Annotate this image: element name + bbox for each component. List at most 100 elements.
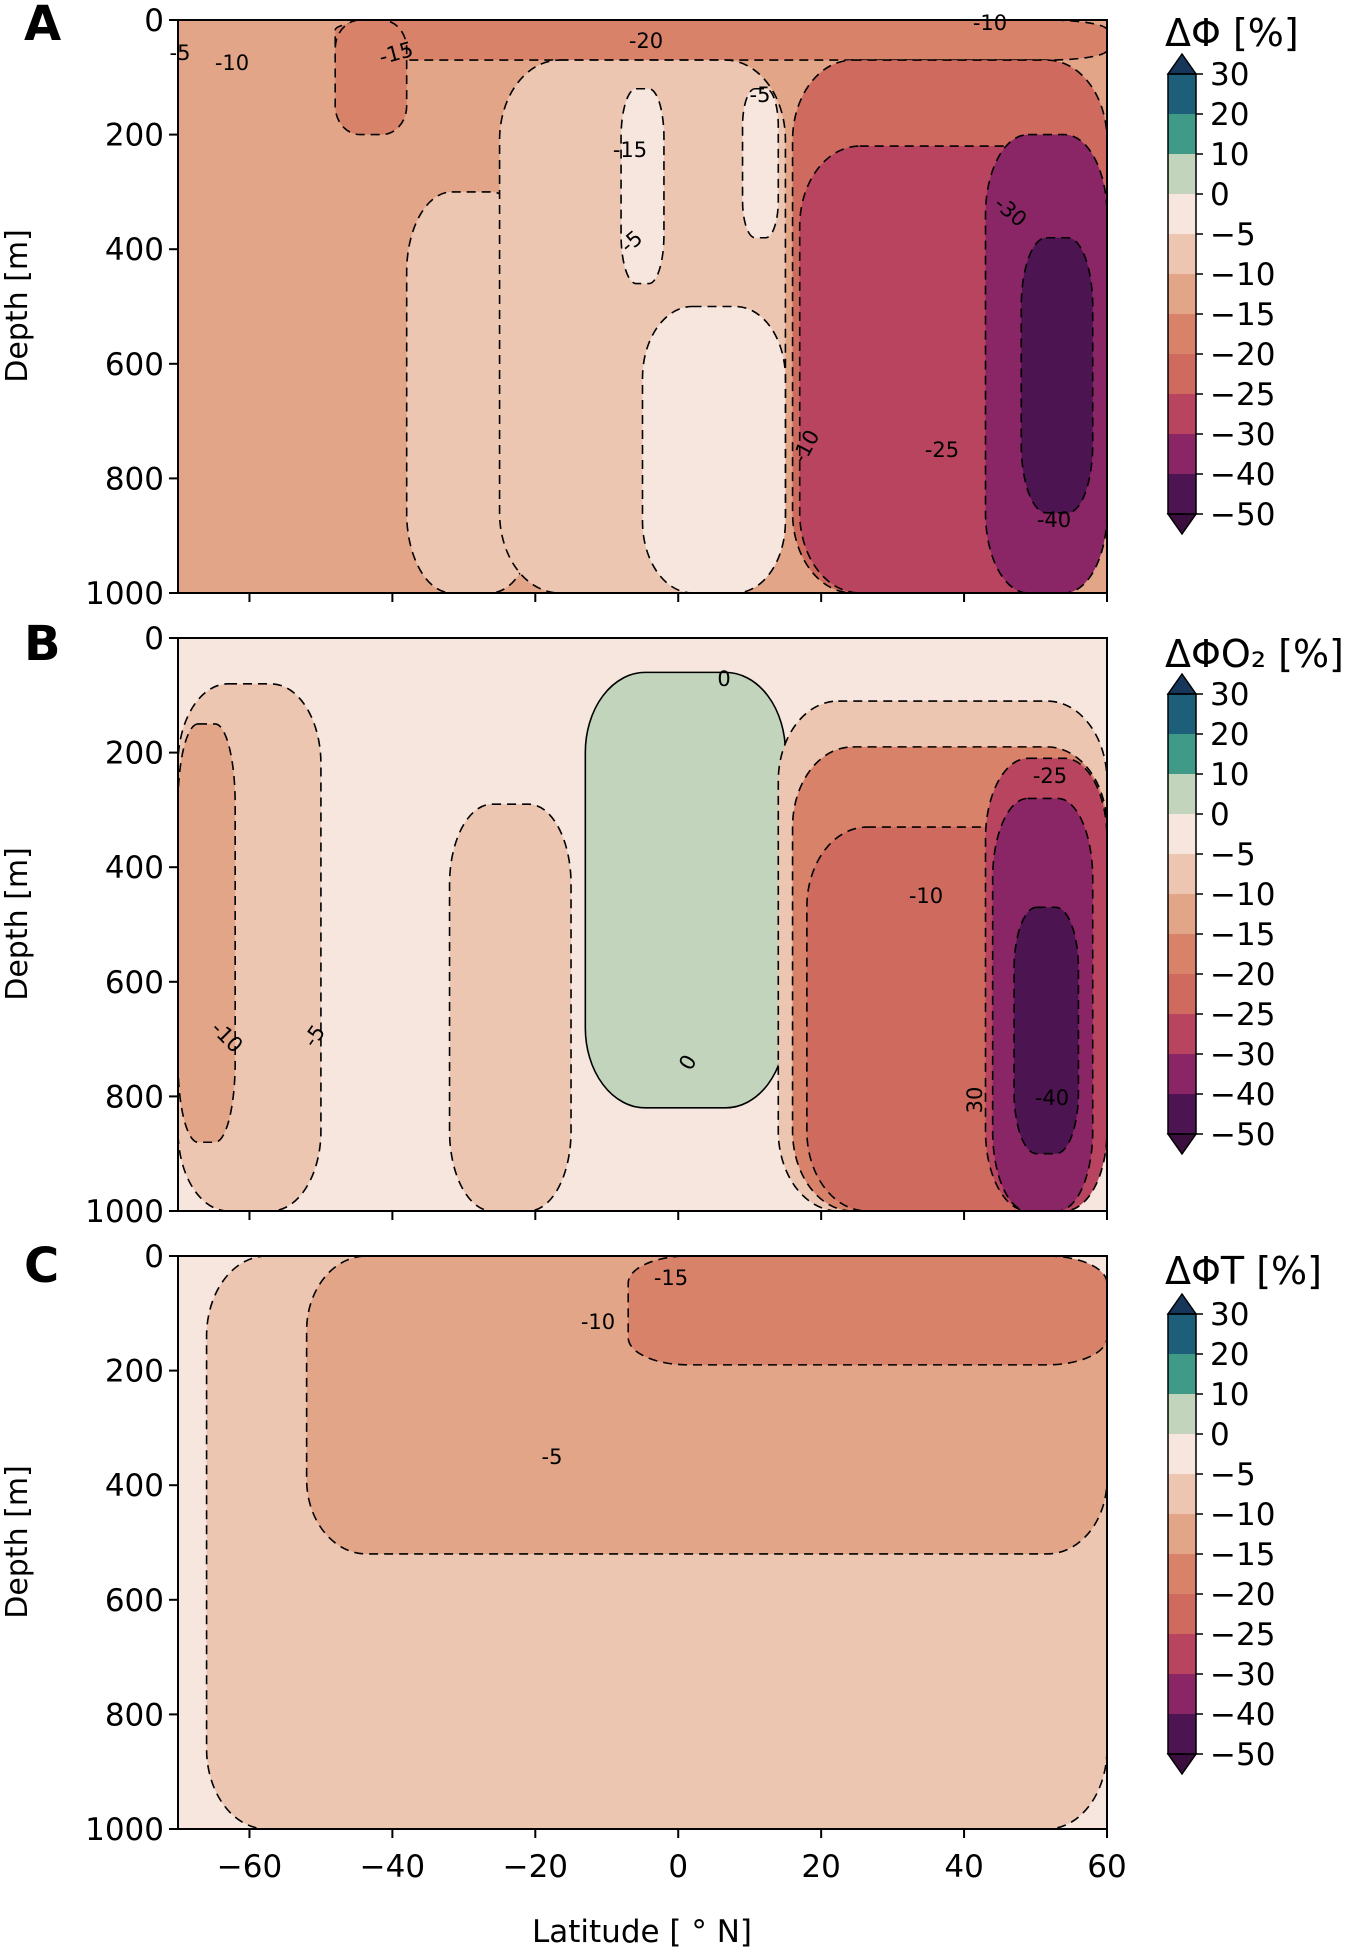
panel-c-colorbar-label: −15 bbox=[1210, 1537, 1275, 1573]
panel-c-colorbar-label: 0 bbox=[1210, 1417, 1230, 1453]
panel-a-ytick-label: 200 bbox=[105, 118, 164, 154]
panel-c-xtick-label: −20 bbox=[503, 1849, 568, 1885]
panel-b-colorbar-band bbox=[1168, 894, 1196, 935]
panel-b-colorbar-band bbox=[1168, 694, 1196, 735]
panel-a-colorbar-band bbox=[1168, 274, 1196, 315]
panel-a-colorbar-label: −50 bbox=[1210, 497, 1275, 533]
panel-c-field bbox=[178, 1256, 1107, 1829]
panel-b-colorbar-label: −40 bbox=[1210, 1077, 1275, 1113]
panel-c-colorbar-label: −30 bbox=[1210, 1657, 1275, 1693]
panel-a-colorbar-label: −15 bbox=[1210, 297, 1275, 333]
panel-b-region bbox=[448, 803, 572, 1211]
panel-c-xtick-label: 0 bbox=[668, 1849, 688, 1885]
panel-a-contour-label: -5 bbox=[170, 41, 191, 65]
panel-c-colorbar-frame bbox=[1167, 1313, 1197, 1755]
panel-c-ylabel: Depth [m] bbox=[0, 1465, 35, 1619]
panel-c-colorbar-label: −50 bbox=[1210, 1737, 1275, 1773]
panel-a-colorbar-extend-min bbox=[1166, 513, 1198, 536]
panel-a-ytick-label: 600 bbox=[105, 347, 164, 383]
panel-c-colorbar-band bbox=[1168, 1554, 1196, 1595]
panel-c-colorbar-band bbox=[1168, 1634, 1196, 1675]
panel-b-colorbar-label: −25 bbox=[1210, 997, 1275, 1033]
panel-a-colorbar-label: −30 bbox=[1210, 417, 1275, 453]
panel-b-colorbar-label: −20 bbox=[1210, 957, 1275, 993]
panel-a-colorbar-band bbox=[1168, 474, 1196, 515]
panel-a-contour-label: -15 bbox=[613, 138, 647, 162]
panel-b-region bbox=[584, 671, 787, 1109]
panel-c-colorbar: 30 20 10 0 −5 −10 −15 −20 −25 −30 −40 −50 bbox=[1166, 1292, 1275, 1776]
panel-c-contour-label: -5 bbox=[542, 1445, 563, 1469]
panel-c-ytick-label: 800 bbox=[105, 1697, 164, 1733]
panel-c-colorbar-label: −10 bbox=[1210, 1497, 1275, 1533]
panel-c-colorbar-band bbox=[1168, 1354, 1196, 1395]
panel-a-ytick-label: 1000 bbox=[85, 576, 164, 612]
panel-a-contour-label: -25 bbox=[925, 438, 959, 462]
panel-b-ytick-label: 1000 bbox=[85, 1194, 164, 1230]
panel-c-colorbar-label: 10 bbox=[1210, 1377, 1249, 1413]
panel-c-colorbar-band bbox=[1168, 1714, 1196, 1755]
panel-b-ylabel: Depth [m] bbox=[0, 847, 35, 1001]
panel-c-ytick-label: 400 bbox=[105, 1468, 164, 1504]
panel-c-colorbar-extend-min bbox=[1166, 1753, 1198, 1776]
panel-c-cbar-title: ΔΦT [%] bbox=[1165, 1249, 1322, 1293]
panel-b-frame bbox=[177, 637, 1108, 1212]
panel-a-colorbar-band bbox=[1168, 154, 1196, 195]
panel-b-colorbar-label: 10 bbox=[1210, 757, 1249, 793]
panel-b-ytick-label: 800 bbox=[105, 1079, 164, 1115]
panel-a-colorbar-band bbox=[1168, 74, 1196, 115]
panel-b-ytick-label: 200 bbox=[105, 736, 164, 772]
panel-b-colorbar-band bbox=[1168, 1054, 1196, 1095]
panel-a-colorbar-band bbox=[1168, 114, 1196, 155]
panel-b-ytick-label: 400 bbox=[105, 850, 164, 886]
panel-a-colorbar-band bbox=[1168, 314, 1196, 355]
panel-b-contour-label: 0 bbox=[717, 667, 730, 691]
panel-b-colorbar-extend-max bbox=[1166, 672, 1198, 695]
panel-a-region bbox=[620, 87, 665, 285]
panel-b-colorbar-band bbox=[1168, 854, 1196, 895]
panel-c-xtick-label: −60 bbox=[217, 1849, 282, 1885]
panel-b-field bbox=[178, 638, 1107, 1211]
panel-c-contour-labels: -15 -10 -5 bbox=[542, 1266, 689, 1469]
panel-a-region bbox=[334, 20, 1107, 61]
panel-a-contour-label: -5 bbox=[750, 83, 771, 107]
panel-a-ytick-label: 0 bbox=[144, 3, 164, 39]
panel-a-region bbox=[334, 20, 408, 136]
panel-a-ylabel: Depth [m] bbox=[0, 229, 35, 383]
panel-a-ytick-label: 800 bbox=[105, 461, 164, 497]
panel-b-colorbar-frame bbox=[1167, 693, 1197, 1135]
panel-c-ytick-label: 0 bbox=[144, 1239, 164, 1275]
panel-b-colorbar-band bbox=[1168, 734, 1196, 775]
panel-a-contour-label: -10 bbox=[973, 11, 1007, 35]
panel-a-frame bbox=[177, 19, 1108, 594]
panel-c-colorbar-band bbox=[1168, 1474, 1196, 1515]
panel-b-contour-label: -10 bbox=[909, 884, 943, 908]
panel-c-contour-label: -15 bbox=[654, 1266, 688, 1290]
panel-a-ticks: 0 200 400 600 800 1000 bbox=[85, 3, 1108, 612]
panel-b-region bbox=[178, 723, 236, 1144]
panel-b-colorbar-band bbox=[1168, 1094, 1196, 1135]
panel-c-colorbar-band bbox=[1168, 1674, 1196, 1715]
panel-b-contour-label: 30 bbox=[963, 1087, 987, 1114]
panel-a-cbar-title: ΔΦ [%] bbox=[1165, 11, 1299, 55]
panel-c-ticks: 0 200 400 600 800 1000 −60 −40 −20 0 20 40 60 bbox=[85, 1239, 1127, 1885]
panel-a-colorbar-extend-max bbox=[1166, 52, 1198, 75]
panel-b-colorbar-label: 20 bbox=[1210, 717, 1249, 753]
panel-a-contour-label: -10 bbox=[215, 51, 249, 75]
panel-a-contour-labels: -5 -10 -15 -20-10-15-5-5-30-25-10-40 bbox=[170, 11, 1072, 532]
panel-a-ytick-label: 400 bbox=[105, 232, 164, 268]
panel-b-contour-label: -40 bbox=[1035, 1086, 1069, 1110]
panel-b-colorbar-label: −30 bbox=[1210, 1037, 1275, 1073]
panel-b-colorbar-band bbox=[1168, 814, 1196, 855]
panel-a-colorbar: 30 20 10 0 −5 −10 −15 −20 −25 −30 −40 −50 bbox=[1166, 52, 1275, 536]
panel-a: -5 -10 -15 -20-10-15-5-5-30-25-10-40 020040… bbox=[0, 0, 1299, 612]
panel-a-letter: A bbox=[24, 0, 61, 52]
panel-a-colorbar-band bbox=[1168, 394, 1196, 435]
panel-c-contour-label: -10 bbox=[581, 1310, 615, 1334]
panel-a-colorbar-label: −5 bbox=[1210, 217, 1256, 253]
panel-a-colorbar-band bbox=[1168, 354, 1196, 395]
panel-c-colorbar-label: −5 bbox=[1210, 1457, 1256, 1493]
panel-a-colorbar-label: −20 bbox=[1210, 337, 1275, 373]
panel-c-colorbar-band bbox=[1168, 1514, 1196, 1555]
panel-b-colorbar-band bbox=[1168, 974, 1196, 1015]
